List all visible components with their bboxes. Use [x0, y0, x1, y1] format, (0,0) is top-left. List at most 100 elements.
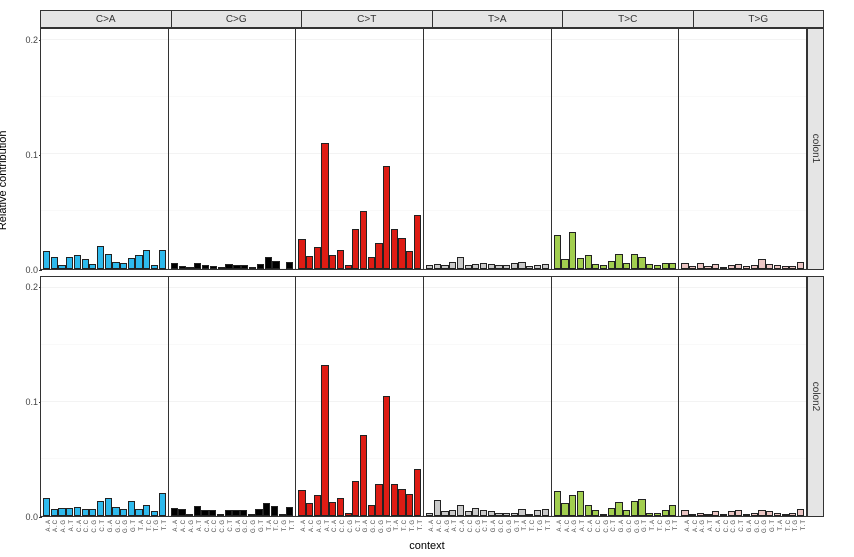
- bar: [66, 508, 73, 516]
- bar: [511, 263, 518, 269]
- panel: [424, 276, 552, 518]
- x-tick: T.A: [135, 517, 142, 547]
- x-tick: C.G: [344, 517, 351, 547]
- bar: [728, 265, 735, 268]
- bar: [135, 255, 142, 269]
- x-tick: A.A: [425, 517, 432, 547]
- x-tick: A.G: [185, 517, 192, 547]
- bar: [143, 250, 150, 268]
- bar: [681, 510, 688, 516]
- bar: [480, 263, 487, 269]
- plot-area: C>AC>GC>TT>AT>CT>G 0.00.10.2colon10.00.1…: [40, 10, 824, 517]
- bar: [225, 264, 232, 269]
- bar: [257, 264, 264, 269]
- bar: [225, 510, 232, 516]
- x-tick: G.G: [375, 517, 382, 547]
- facet-row: 0.00.10.2colon2: [40, 276, 824, 518]
- bar: [495, 513, 502, 516]
- x-tick: A.G: [441, 517, 448, 547]
- bar: [298, 239, 305, 269]
- bar: [375, 484, 382, 516]
- x-tick: G.G: [247, 517, 254, 547]
- bar: [554, 491, 561, 516]
- x-tick: T.A: [519, 517, 526, 547]
- column-facet-strips: C>AC>GC>TT>AT>CT>G: [40, 10, 824, 28]
- x-tick: G.A: [104, 517, 111, 547]
- x-tick: A.T: [65, 517, 72, 547]
- bar: [585, 255, 592, 269]
- panel: [169, 28, 297, 270]
- x-tick: G.A: [232, 517, 239, 547]
- bar: [329, 502, 336, 516]
- bar: [592, 510, 599, 516]
- bar: [638, 257, 645, 268]
- x-tick: G.T: [639, 517, 646, 547]
- bar: [569, 495, 576, 516]
- col-strip: C>T: [302, 10, 433, 28]
- bar: [615, 254, 622, 269]
- bar: [434, 500, 441, 516]
- bar: [120, 263, 127, 269]
- bar: [321, 365, 328, 516]
- x-tick: G.G: [631, 517, 638, 547]
- x-tick: A.C: [50, 517, 57, 547]
- x-tick: G.A: [615, 517, 622, 547]
- facet-rows: 0.00.10.2colon10.00.10.2colon2: [40, 28, 824, 517]
- x-tick: A.A: [42, 517, 49, 547]
- bar: [398, 238, 405, 269]
- x-tick: T.C: [399, 517, 406, 547]
- x-tick: C.G: [89, 517, 96, 547]
- x-tick: C.C: [336, 517, 343, 547]
- bar: [472, 264, 479, 269]
- bar: [179, 266, 186, 268]
- bar: [248, 514, 255, 516]
- bar: [600, 514, 607, 516]
- x-tick: G.T: [767, 517, 774, 547]
- bar: [112, 507, 119, 516]
- x-tick: C.C: [81, 517, 88, 547]
- bar: [441, 265, 448, 268]
- bar: [554, 235, 561, 268]
- bar: [391, 484, 398, 516]
- bar: [774, 513, 781, 516]
- x-tick: T.C: [143, 517, 150, 547]
- bar: [615, 502, 622, 516]
- bar: [631, 254, 638, 269]
- bar: [406, 251, 413, 268]
- x-tick: C.T: [224, 517, 231, 547]
- bar: [712, 264, 719, 269]
- bar: [265, 257, 272, 268]
- bar: [298, 490, 305, 516]
- bar: [526, 266, 533, 268]
- bar: [217, 514, 224, 516]
- x-tick: G.C: [751, 517, 758, 547]
- x-tick: C.T: [480, 517, 487, 547]
- x-tick: C.T: [736, 517, 743, 547]
- bar: [426, 265, 433, 268]
- bar: [789, 266, 796, 268]
- x-tick: C.A: [712, 517, 719, 547]
- bar: [758, 510, 765, 516]
- bar: [271, 506, 278, 516]
- bar: [542, 509, 549, 516]
- bar: [240, 510, 247, 516]
- x-tick: A.T: [577, 517, 584, 547]
- x-tick: T.C: [271, 517, 278, 547]
- bar: [681, 263, 688, 269]
- bar: [511, 513, 518, 516]
- x-tick: T.C: [654, 517, 661, 547]
- bar: [503, 265, 510, 268]
- bar: [383, 396, 390, 516]
- x-tick: C.A: [329, 517, 336, 547]
- bar: [279, 514, 286, 516]
- bar: [735, 510, 742, 516]
- bar: [465, 511, 472, 516]
- x-tick: T.A: [263, 517, 270, 547]
- bar: [352, 481, 359, 516]
- bar: [159, 250, 166, 268]
- bar: [241, 265, 248, 268]
- bar: [638, 499, 645, 516]
- x-tick: C.T: [352, 517, 359, 547]
- bar: [43, 498, 50, 516]
- bar: [209, 510, 216, 516]
